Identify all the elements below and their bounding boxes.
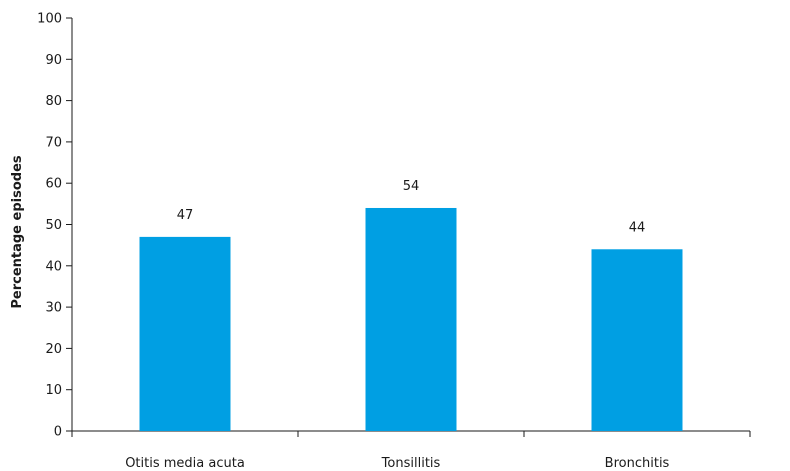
y-tick-label: 80 xyxy=(45,94,62,109)
data-label: 54 xyxy=(403,179,420,194)
y-tick-label: 100 xyxy=(37,12,62,27)
x-category-label: Otitis media acuta xyxy=(125,456,245,471)
y-tick-label: 40 xyxy=(45,259,62,274)
y-tick-label: 10 xyxy=(45,383,62,398)
data-label: 47 xyxy=(177,208,194,223)
y-axis-title: Percentage episodes xyxy=(10,155,25,309)
bar xyxy=(139,236,231,431)
x-axis: Otitis media acuta Tonsillitis Bronchitis xyxy=(71,430,751,471)
y-tick-label: 20 xyxy=(45,342,62,357)
y-tick-label: 90 xyxy=(45,53,62,68)
y-tick-label: 60 xyxy=(45,177,62,192)
bar-series xyxy=(139,207,683,431)
y-tick-label: 0 xyxy=(54,425,62,440)
x-category-label: Bronchitis xyxy=(605,456,670,471)
data-label: 44 xyxy=(629,220,646,235)
data-labels: 47 54 44 xyxy=(177,179,646,235)
bar xyxy=(365,207,457,431)
x-category-label: Tonsillitis xyxy=(381,456,441,471)
y-tick-label: 50 xyxy=(45,218,62,233)
y-tick-label: 30 xyxy=(45,301,62,316)
y-tick-label: 70 xyxy=(45,135,62,150)
y-axis: 0 10 20 30 40 50 60 70 80 90 100 xyxy=(37,12,73,440)
bar xyxy=(591,249,683,431)
